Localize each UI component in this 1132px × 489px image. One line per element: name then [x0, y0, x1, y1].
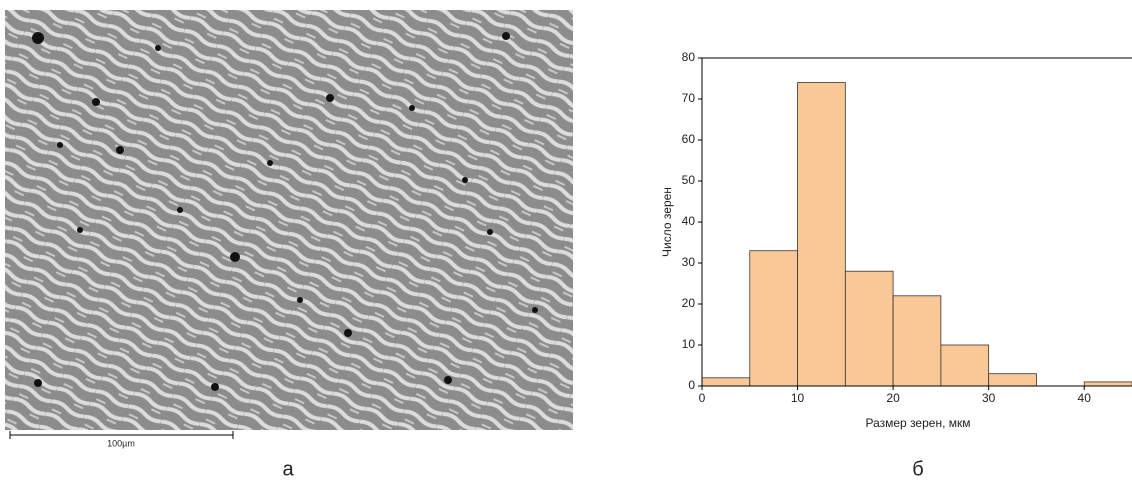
- y-tick-label: 30: [682, 255, 696, 269]
- x-tick-label: 40: [1078, 391, 1092, 405]
- x-tick-label: 10: [791, 391, 805, 405]
- y-tick-label: 40: [682, 214, 696, 228]
- y-tick-label: 0: [688, 378, 695, 392]
- panel-label: а: [282, 458, 294, 480]
- bar: [844, 270, 894, 387]
- x-tick-label: 30: [982, 391, 996, 405]
- micrograph: [5, 10, 573, 430]
- x-tick-label: 0: [699, 391, 706, 405]
- bar: [988, 373, 1037, 387]
- bar: [1083, 381, 1132, 387]
- y-tick-label: 50: [682, 173, 696, 187]
- x-axis-label: Размер зерен, мкм: [865, 416, 970, 430]
- y-tick-label: 80: [682, 50, 696, 64]
- scale-label: 100µm: [107, 438, 135, 448]
- bar: [701, 377, 751, 387]
- y-tick-label: 20: [682, 296, 696, 310]
- y-tick-label: 60: [682, 132, 696, 146]
- bar: [749, 250, 798, 387]
- bar: [940, 344, 990, 387]
- x-tick-label: 20: [886, 391, 900, 405]
- bar: [797, 82, 846, 387]
- bar: [892, 295, 942, 387]
- y-tick-label: 10: [682, 337, 696, 351]
- panel-label: б: [912, 458, 923, 480]
- y-axis-label: Число зерен: [660, 187, 674, 257]
- y-tick-label: 70: [682, 91, 696, 105]
